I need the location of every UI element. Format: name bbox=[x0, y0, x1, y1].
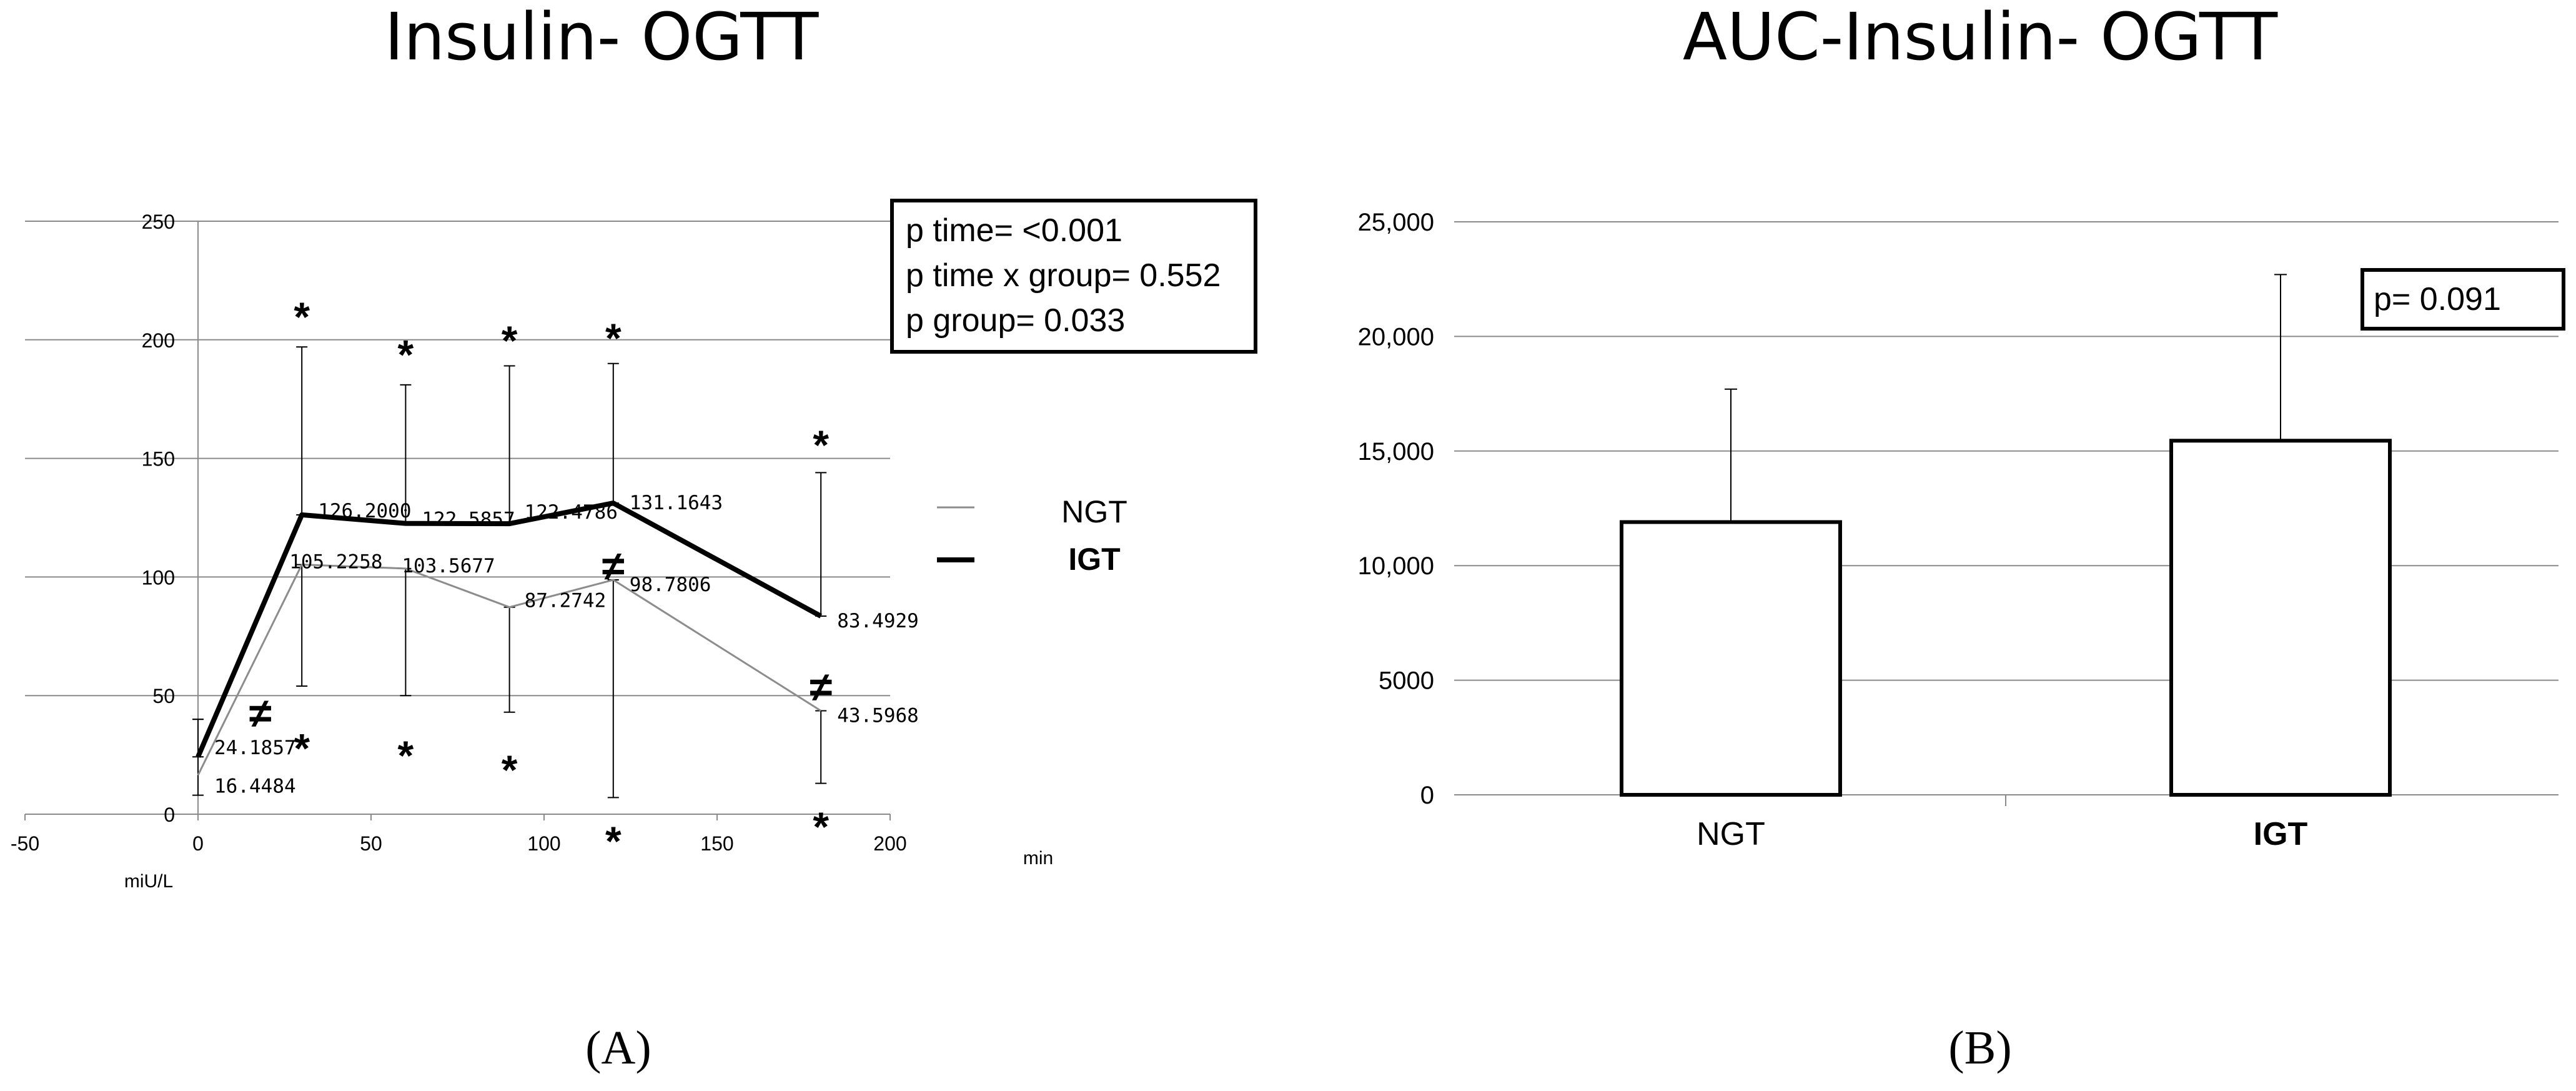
chart-a-x-tick-label: -50 bbox=[11, 832, 39, 855]
chart-a-asterisk-mark: * bbox=[605, 315, 622, 361]
chart-a-x-axis-label: min bbox=[1023, 848, 1053, 869]
chart-a-title: Insulin- OGTT bbox=[385, 0, 819, 75]
chart-a-not-equal-mark: ≠ bbox=[602, 542, 625, 589]
chart-b-y-tick-label: 0 bbox=[1420, 782, 1434, 809]
chart-a-y-axis-label: miU/L bbox=[124, 871, 173, 892]
chart-a-data-labels: 16.4484 105.2258 103.5677 87.2742 98.7806 43.… bbox=[214, 492, 919, 797]
panel-a-line-chart: Insulin- OGTT -50 0 50 100 150 200 0 50 100 150 2… bbox=[11, 0, 1257, 1074]
chart-a-x-ticks: -50 0 50 100 150 200 bbox=[11, 832, 907, 855]
chart-a-data-label-igt: 122.4786 bbox=[525, 501, 618, 524]
legend-label-ngt: NGT bbox=[1061, 494, 1127, 529]
chart-b-y-ticks: 0 5000 10,000 15,000 20,000 25,000 bbox=[1358, 209, 1434, 809]
chart-b-bar-ngt bbox=[1620, 520, 1842, 797]
panel-b-label: (B) bbox=[1948, 1022, 2011, 1074]
chart-b-bar-igt bbox=[2169, 439, 2392, 797]
chart-a-asterisk-mark: * bbox=[502, 747, 518, 793]
chart-a-y-ticks: 0 50 100 150 200 250 bbox=[142, 211, 175, 826]
chart-a-gridlines bbox=[25, 221, 890, 815]
chart-a-data-label-igt: 83.4929 bbox=[837, 610, 919, 632]
stats-box-a-line-2: p time x group= 0.552 bbox=[906, 257, 1221, 294]
chart-a-data-label-ngt: 105.2258 bbox=[289, 551, 382, 574]
chart-a-data-label-ngt: 103.5677 bbox=[402, 555, 495, 577]
chart-a-data-label-igt: 122.5857 bbox=[422, 509, 515, 531]
stats-box-b-text: p= 0.091 bbox=[2374, 281, 2501, 317]
chart-a-line-ngt bbox=[197, 564, 821, 776]
chart-a-y-tick-label: 200 bbox=[142, 329, 175, 352]
chart-b-y-tick-label: 5000 bbox=[1379, 667, 1434, 695]
chart-a-asterisk-mark: * bbox=[605, 818, 622, 864]
chart-a-stats-box: p time= <0.001 p time x group= 0.552 p g… bbox=[890, 199, 1257, 354]
chart-a-asterisk-mark: * bbox=[398, 332, 414, 378]
chart-a-legend: NGT IGT bbox=[937, 494, 1127, 577]
chart-a-asterisk-mark: * bbox=[813, 804, 829, 850]
panel-a-label: (A) bbox=[585, 1022, 651, 1074]
chart-a-asterisk-mark: * bbox=[294, 294, 310, 340]
chart-a-data-label-ngt: 98.7806 bbox=[630, 574, 711, 596]
chart-a-asterisk-mark: * bbox=[502, 317, 518, 364]
chart-a-y-tick-label: 250 bbox=[142, 211, 175, 233]
chart-a-not-equal-mark: ≠ bbox=[249, 690, 272, 736]
chart-a-data-label-igt: 126.2000 bbox=[318, 500, 411, 522]
chart-b-y-tick-label: 20,000 bbox=[1358, 323, 1434, 351]
chart-b-category-label-igt: IGT bbox=[2254, 816, 2308, 852]
chart-b-stats-box: p= 0.091 bbox=[2361, 268, 2565, 331]
chart-a-x-tick-label: 100 bbox=[527, 832, 560, 855]
chart-b-y-tick-label: 10,000 bbox=[1358, 552, 1434, 580]
chart-a-error-bars bbox=[192, 346, 827, 799]
chart-b-y-tick-label: 15,000 bbox=[1358, 438, 1434, 466]
chart-a-axes bbox=[24, 221, 891, 820]
chart-b-bars bbox=[1620, 274, 2392, 797]
chart-a-significance-marks: * * * * * * * * * * ≠ ≠ ≠ bbox=[249, 294, 833, 864]
chart-a-asterisk-mark: * bbox=[813, 422, 829, 468]
chart-a-x-tick-label: 0 bbox=[192, 832, 204, 855]
chart-a-asterisk-mark: * bbox=[398, 732, 414, 779]
chart-a-not-equal-mark: ≠ bbox=[810, 664, 832, 710]
chart-b-y-tick-label: 25,000 bbox=[1358, 209, 1434, 236]
chart-a-data-label-ngt: 16.4484 bbox=[214, 775, 296, 798]
chart-a-line-igt bbox=[196, 501, 823, 758]
legend-label-igt: IGT bbox=[1068, 542, 1120, 577]
chart-a-y-tick-label: 0 bbox=[164, 804, 175, 826]
chart-a-series-lines bbox=[196, 501, 823, 776]
chart-b-category-labels: NGT IGT bbox=[1697, 816, 2307, 852]
chart-a-x-tick-label: 200 bbox=[873, 832, 906, 855]
chart-a-data-label-ngt: 43.5968 bbox=[837, 705, 919, 727]
chart-a-data-label-igt: 24.1857 bbox=[214, 737, 296, 759]
chart-a-asterisk-mark: * bbox=[294, 725, 310, 772]
chart-a-y-tick-label: 50 bbox=[152, 685, 175, 707]
chart-b-category-label-ngt: NGT bbox=[1697, 816, 1765, 852]
chart-a-data-label-ngt: 87.2742 bbox=[525, 590, 607, 612]
chart-a-x-tick-label: 150 bbox=[700, 832, 733, 855]
chart-a-y-tick-label: 100 bbox=[142, 566, 175, 589]
chart-b-title: AUC-Insulin- OGTT bbox=[1683, 0, 2278, 75]
chart-a-x-tick-label: 50 bbox=[360, 832, 382, 855]
panel-b-bar-chart: AUC-Insulin- OGTT 0 5000 10,000 15,000 20,00… bbox=[1358, 0, 2565, 1074]
chart-a-y-tick-label: 150 bbox=[142, 448, 175, 471]
stats-box-a-line-1: p time= <0.001 bbox=[906, 212, 1122, 249]
stats-box-a-line-3: p group= 0.033 bbox=[906, 302, 1125, 339]
chart-a-data-label-igt: 131.1643 bbox=[630, 492, 723, 514]
